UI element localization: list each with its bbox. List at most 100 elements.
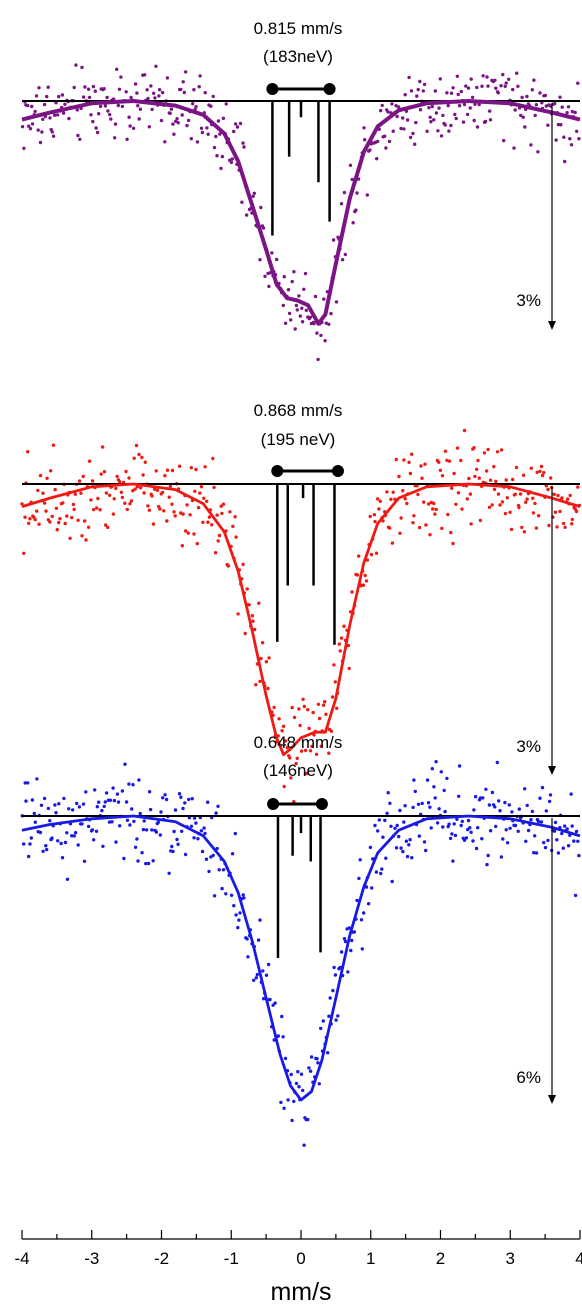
data-point [220, 154, 225, 159]
data-point [390, 541, 395, 545]
data-point [104, 791, 109, 795]
data-point [443, 123, 447, 127]
data-point [143, 73, 147, 77]
data-point [407, 460, 411, 464]
data-point [488, 829, 493, 833]
data-point [546, 838, 550, 843]
data-point [229, 893, 234, 897]
data-point [386, 791, 390, 795]
data-point [501, 837, 505, 841]
data-point [379, 108, 383, 113]
x-tick-label: -4 [14, 1249, 29, 1268]
data-point [363, 573, 367, 578]
data-point [113, 136, 117, 140]
data-point [60, 856, 65, 860]
data-point [304, 308, 308, 312]
data-point [182, 90, 186, 95]
data-point [113, 122, 118, 126]
data-point [133, 845, 138, 849]
data-point [485, 75, 489, 79]
data-point [496, 91, 500, 95]
data-point [266, 686, 270, 691]
data-point [488, 109, 492, 113]
data-point [533, 834, 537, 838]
data-point [32, 811, 36, 816]
data-point [513, 823, 518, 828]
data-point [61, 501, 65, 505]
data-point [103, 800, 108, 804]
data-point [78, 137, 82, 141]
data-point [67, 807, 71, 811]
data-point [176, 121, 180, 125]
data-point [216, 539, 220, 543]
data-point [51, 443, 56, 447]
data-point [273, 1001, 277, 1005]
data-point [433, 796, 437, 800]
data-point [153, 96, 157, 100]
data-point [124, 90, 128, 94]
data-point [232, 904, 236, 908]
fit-curve-top [21, 99, 581, 326]
data-point [127, 782, 131, 786]
scale-arrow-head [548, 321, 556, 330]
data-point [569, 143, 574, 147]
data-point [306, 1117, 310, 1122]
data-point [98, 508, 102, 512]
data-point [395, 823, 399, 828]
data-point [115, 67, 119, 72]
data-point [408, 471, 413, 476]
data-point [27, 124, 31, 128]
data-point [81, 95, 86, 99]
data-point [412, 778, 416, 782]
data-point [40, 130, 44, 134]
data-point [116, 103, 121, 108]
data-point [251, 619, 255, 623]
data-point [111, 512, 116, 516]
data-point [523, 125, 527, 129]
data-point [336, 1014, 340, 1018]
data-point [192, 88, 196, 92]
data-point [474, 846, 479, 851]
data-point [521, 473, 526, 477]
data-point [130, 807, 134, 811]
data-point [123, 501, 127, 505]
data-point [200, 849, 205, 854]
data-point [532, 851, 536, 855]
data-point [394, 104, 398, 108]
data-point [181, 806, 185, 811]
data-point [457, 104, 462, 108]
data-point [391, 129, 395, 133]
data-point [61, 111, 66, 115]
data-point [132, 456, 136, 460]
data-point [317, 716, 322, 721]
data-point [252, 191, 256, 195]
data-point [292, 715, 297, 720]
data-point [316, 1061, 320, 1065]
data-point [123, 762, 127, 766]
data-point [143, 460, 147, 464]
data-point [170, 502, 174, 506]
data-point [360, 947, 364, 951]
data-point [163, 793, 167, 797]
data-point [294, 303, 299, 308]
data-point [22, 146, 26, 150]
data-point [24, 799, 28, 803]
x-tick-label: 1 [366, 1249, 375, 1268]
data-point [238, 121, 243, 126]
data-point [206, 132, 210, 136]
data-point [80, 65, 84, 70]
data-point [196, 837, 200, 841]
data-point [424, 523, 428, 527]
data-point [117, 87, 122, 92]
data-point [207, 869, 211, 874]
data-point [331, 988, 335, 993]
data-point [520, 95, 524, 100]
data-point [430, 767, 434, 771]
data-point [131, 489, 135, 493]
data-point [54, 506, 59, 510]
data-point [236, 612, 240, 616]
data-point [292, 270, 296, 274]
data-point [409, 89, 414, 93]
data-point [195, 140, 200, 144]
data-point [71, 502, 76, 507]
